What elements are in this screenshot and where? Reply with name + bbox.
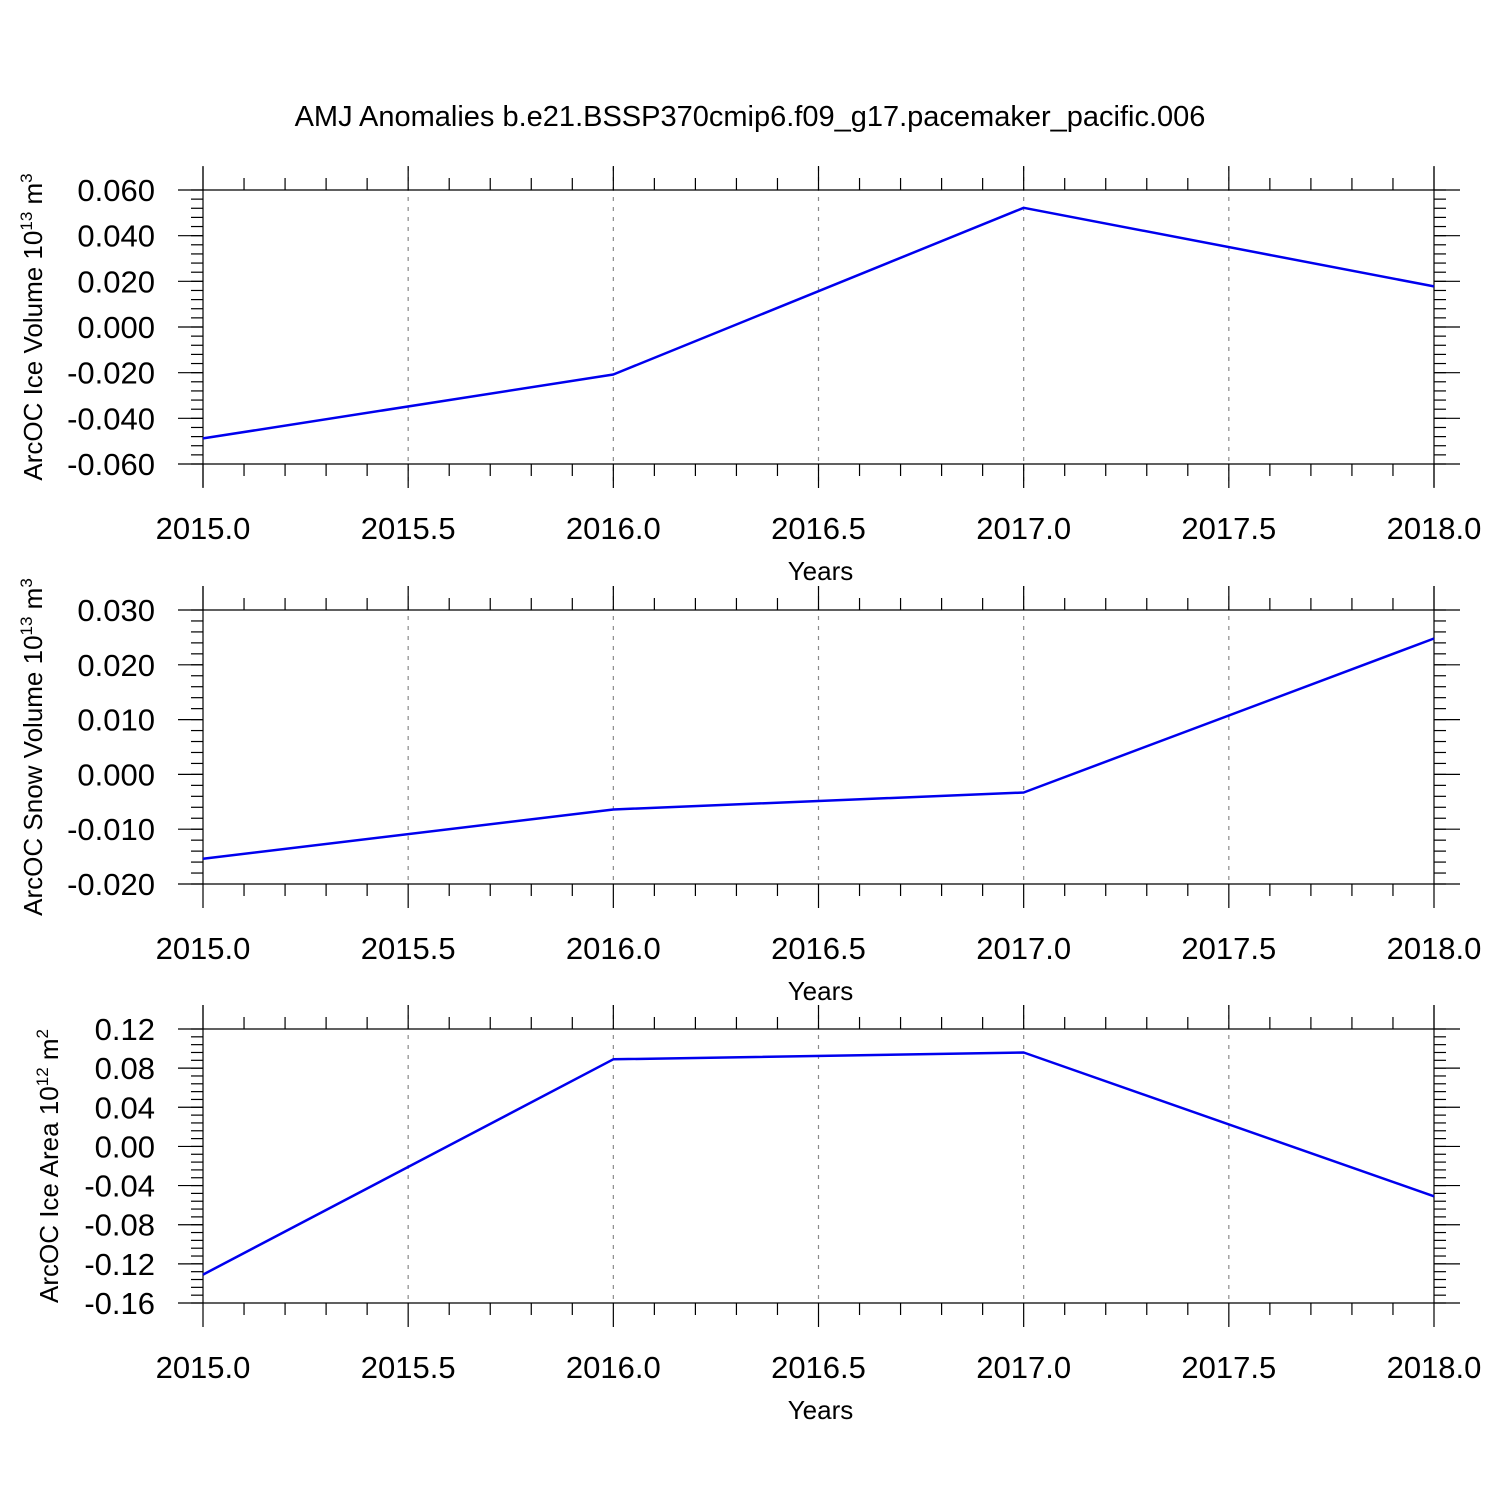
x-tick-label: 2016.0 bbox=[566, 511, 661, 546]
y-tick-label: 0.08 bbox=[95, 1051, 155, 1086]
figure-title: AMJ Anomalies b.e21.BSSP370cmip6.f09_g17… bbox=[295, 101, 1206, 133]
y-tick-label: -0.08 bbox=[84, 1208, 155, 1243]
y-tick-label: 0.04 bbox=[95, 1090, 155, 1125]
y-tick-label: 0.12 bbox=[95, 1012, 155, 1047]
x-tick-label: 2017.5 bbox=[1181, 931, 1276, 966]
y-tick-label: 0.020 bbox=[77, 648, 155, 683]
y-axis-label-text: m bbox=[18, 183, 48, 212]
y-axis-label-superscript: 3 bbox=[17, 578, 36, 587]
x-tick-label: 2015.0 bbox=[156, 931, 251, 966]
y-tick-label: -0.010 bbox=[67, 812, 155, 847]
y-tick-label: 0.030 bbox=[77, 593, 155, 628]
y-tick-label: -0.020 bbox=[67, 867, 155, 902]
y-tick-label: -0.12 bbox=[84, 1247, 155, 1282]
y-tick-label: 0.020 bbox=[77, 264, 155, 299]
chart-panel-3: -0.16 -0.12 -0.08 -0.04 0.00 0.04 0.08 0.12 2015… bbox=[33, 1005, 1481, 1425]
y-tick-label: 0.010 bbox=[77, 703, 155, 738]
y-axis-label: ArcOC Snow Volume 1013 m3 bbox=[17, 578, 48, 916]
x-tick-label: 2018.0 bbox=[1387, 511, 1482, 546]
y-axis-label-text: ArcOC Ice Volume 10 bbox=[18, 231, 48, 481]
x-tick-label: 2016.5 bbox=[771, 1350, 866, 1385]
x-tick-label: 2017.5 bbox=[1181, 511, 1276, 546]
x-tick-label: 2015.5 bbox=[361, 511, 456, 546]
y-axis-label-superscript: 3 bbox=[17, 173, 36, 182]
y-tick-label: 0.000 bbox=[77, 757, 155, 792]
series-line bbox=[202, 206, 1435, 440]
chart-panels: -0.060-0.040-0.0200.0000.0200.0400.06020… bbox=[17, 166, 1481, 1425]
x-tick-label: 2016.5 bbox=[771, 511, 866, 546]
x-tick-label: 2017.5 bbox=[1181, 1350, 1276, 1385]
y-axis-label: ArcOC Ice Volume 1013 m3 bbox=[17, 173, 48, 480]
x-tick-label: 2016.0 bbox=[566, 1350, 661, 1385]
y-axis-label-superscript: 13 bbox=[17, 212, 36, 231]
x-tick-label: 2015.5 bbox=[361, 931, 456, 966]
x-axis-label: Years bbox=[788, 1395, 854, 1425]
y-axis-label-superscript: 2 bbox=[33, 1029, 52, 1038]
x-axis-label: Years bbox=[788, 976, 854, 1006]
x-axis-label: Years bbox=[788, 556, 854, 586]
chart-panel-2: -0.020 -0.010 0.000 0.010 0.020 0.030 2015.0 20… bbox=[17, 578, 1481, 1006]
chart-panel-1: -0.060 -0.040 -0.020 0.000 0.020 0.040 0.060 20… bbox=[17, 166, 1481, 586]
x-tick-label: 2016.5 bbox=[771, 931, 866, 966]
x-tick-label: 2017.0 bbox=[976, 931, 1071, 966]
y-tick-label: 0.040 bbox=[77, 219, 155, 254]
y-axis-label: ArcOC Ice Area 1012 m2 bbox=[33, 1029, 64, 1303]
y-tick-label: -0.060 bbox=[67, 447, 155, 482]
series-line bbox=[202, 1051, 1435, 1276]
y-tick-label: 0.000 bbox=[77, 310, 155, 345]
y-tick-label: -0.040 bbox=[67, 401, 155, 436]
y-axis-label-superscript: 13 bbox=[17, 617, 36, 636]
y-tick-label: 0.060 bbox=[77, 173, 155, 208]
y-tick-label: 0.00 bbox=[95, 1129, 155, 1164]
x-tick-label: 2017.0 bbox=[976, 1350, 1071, 1385]
x-tick-label: 2018.0 bbox=[1387, 1350, 1482, 1385]
y-tick-label: -0.020 bbox=[67, 356, 155, 391]
y-tick-label: -0.16 bbox=[84, 1286, 155, 1321]
x-tick-label: 2017.0 bbox=[976, 511, 1071, 546]
x-tick-label: 2018.0 bbox=[1387, 931, 1482, 966]
y-axis-label-text: m bbox=[18, 588, 48, 617]
y-axis-label-text: m bbox=[34, 1038, 64, 1067]
y-axis-label-superscript: 12 bbox=[33, 1067, 52, 1086]
x-tick-label: 2015.0 bbox=[156, 511, 251, 546]
x-tick-label: 2016.0 bbox=[566, 931, 661, 966]
x-tick-label: 2015.0 bbox=[156, 1350, 251, 1385]
x-tick-label: 2015.5 bbox=[361, 1350, 456, 1385]
y-axis-label-text: ArcOC Ice Area 10 bbox=[34, 1086, 64, 1303]
y-tick-label: -0.04 bbox=[84, 1169, 155, 1204]
series-line bbox=[202, 637, 1435, 861]
y-axis-label-text: ArcOC Snow Volume 10 bbox=[18, 635, 48, 915]
